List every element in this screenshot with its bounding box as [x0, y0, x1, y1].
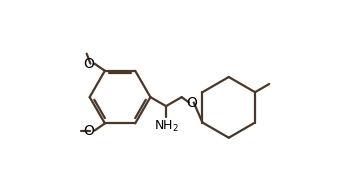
Text: O: O: [83, 124, 94, 138]
Text: NH$_2$: NH$_2$: [154, 118, 178, 134]
Text: O: O: [187, 96, 197, 110]
Text: O: O: [83, 57, 94, 71]
